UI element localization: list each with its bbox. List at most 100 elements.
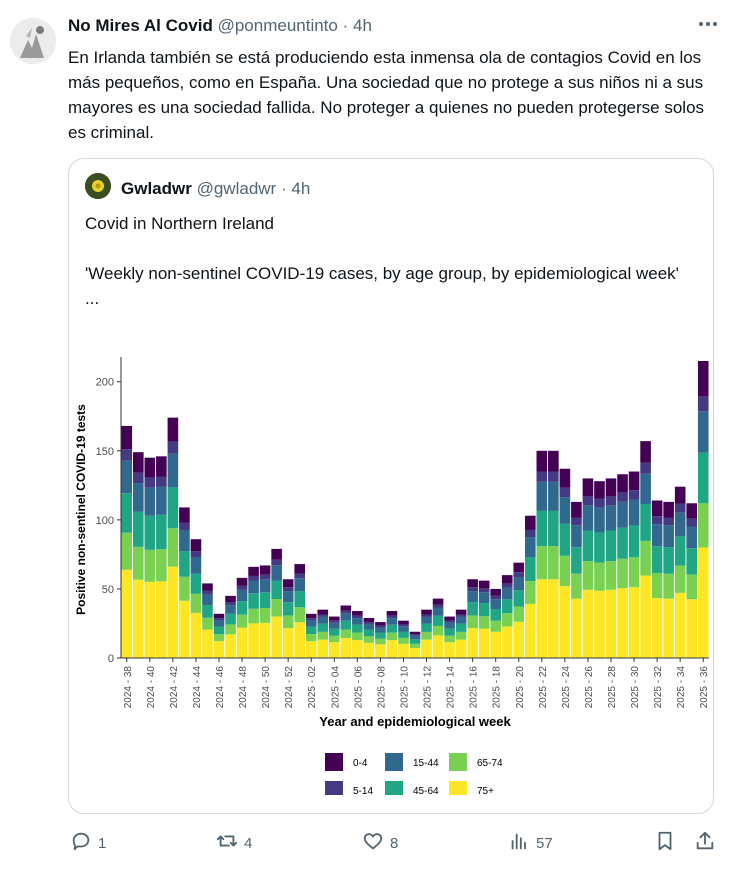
bar-segment <box>513 576 525 591</box>
bar-segment <box>513 590 525 607</box>
bar-segment <box>455 639 467 658</box>
bar-segment <box>225 605 236 614</box>
bar-segment <box>363 623 375 630</box>
bar-segment <box>617 558 628 589</box>
repost-button[interactable]: 4 <box>216 830 252 856</box>
bar-segment <box>605 589 617 658</box>
bar-segment <box>317 614 329 617</box>
quoted-author-name: Gwladwr <box>121 179 192 198</box>
bar-segment <box>571 525 582 548</box>
bar-segment <box>167 417 179 442</box>
bar-segment <box>340 620 352 630</box>
bar-segment <box>167 441 179 454</box>
author-name[interactable]: No Mires Al Covid <box>68 16 213 35</box>
bar-segment <box>571 517 582 526</box>
bar-segment <box>132 483 144 512</box>
bar-segment <box>156 581 167 658</box>
views-button[interactable]: 57 <box>508 830 553 856</box>
bar-segment <box>398 626 409 632</box>
bar-segment <box>582 505 594 531</box>
bar-segment <box>594 507 605 533</box>
reply-count: 1 <box>98 834 107 852</box>
bar-segment <box>490 608 502 621</box>
bar-segment <box>352 624 363 633</box>
bar-segment <box>432 598 444 605</box>
share-button[interactable] <box>694 830 716 856</box>
bar-segment <box>340 605 352 611</box>
bar-segment <box>617 492 628 502</box>
bar-segment <box>179 600 190 658</box>
bar-segment <box>559 586 571 658</box>
bar-segment <box>651 572 663 599</box>
bar-segment <box>467 615 478 629</box>
bar-segment <box>225 634 236 658</box>
author-handle[interactable]: @ponmeuntinto <box>217 16 338 35</box>
bar-segment <box>305 626 317 635</box>
bar-segment <box>628 557 640 588</box>
bar-segment <box>386 624 398 633</box>
bar-segment <box>559 487 571 498</box>
bar-segment <box>617 501 628 528</box>
legend-swatch <box>325 753 343 771</box>
covid-chart[interactable]: 0 50 100 150 200 2024 - 38 2024 - 40 2024 - 42… <box>69 355 713 795</box>
x-tick-label: 2024 - 44 <box>192 666 203 709</box>
bar-segment <box>697 411 709 453</box>
share-icon <box>694 830 716 856</box>
bar-segment <box>156 514 167 550</box>
quoted-author-avatar <box>85 173 111 199</box>
bar-segment <box>202 617 213 630</box>
bar-segment <box>167 487 179 529</box>
bar-segment <box>305 620 317 627</box>
bar-segment <box>617 527 628 559</box>
bar-segment <box>455 616 467 624</box>
bar-segment <box>478 603 490 617</box>
repost-icon <box>216 830 238 856</box>
bar-segment <box>536 510 548 547</box>
bar-segment <box>421 639 432 658</box>
bar-segment <box>409 634 421 636</box>
bar-segment <box>663 547 674 574</box>
bar-segment <box>686 599 698 658</box>
bar-segment <box>386 618 398 625</box>
bar-segment <box>132 546 144 580</box>
bar-segment <box>179 576 190 601</box>
bar-segment <box>144 549 156 582</box>
tweet-time[interactable]: 4h <box>353 16 372 35</box>
bar-segment <box>190 557 202 574</box>
bar-segment <box>259 622 271 658</box>
bar-segment <box>501 587 513 600</box>
bar-segment <box>398 624 409 627</box>
bar-segment <box>594 481 605 499</box>
like-button[interactable]: 8 <box>362 830 398 856</box>
bar-segment <box>190 539 202 552</box>
bar-segment <box>455 631 467 640</box>
bar-segment <box>478 628 490 658</box>
bar-segment <box>444 635 455 643</box>
bar-segment <box>536 481 548 511</box>
bar-segment <box>259 565 271 575</box>
bar-segment <box>409 635 421 640</box>
more-options-icon[interactable] <box>698 14 718 40</box>
bar-segment <box>121 460 133 494</box>
author-avatar[interactable] <box>10 18 56 64</box>
bar-segment <box>594 562 605 591</box>
bar-segment <box>674 592 686 658</box>
bar-segment <box>398 643 409 658</box>
bar-segment <box>467 579 478 588</box>
reply-button[interactable]: 1 <box>70 830 106 856</box>
bar-segment <box>571 501 582 518</box>
bar-segment <box>674 536 686 566</box>
bar-segment <box>190 593 202 613</box>
bar-segment <box>248 593 259 609</box>
tweet-text: En Irlanda también se está produciendo e… <box>68 48 705 142</box>
bar-segment <box>490 595 502 600</box>
quoted-tweet[interactable]: Gwladwr @gwladwr · 4h Covid in Northern … <box>68 158 714 814</box>
bar-segment <box>190 573 202 594</box>
bar-segment <box>179 507 190 523</box>
legend-label: 0-4 <box>353 758 368 769</box>
bar-segment <box>513 621 525 658</box>
bar-segment <box>328 642 340 658</box>
bookmark-button[interactable] <box>654 830 676 856</box>
bar-segment <box>409 631 421 635</box>
views-icon <box>508 830 530 856</box>
